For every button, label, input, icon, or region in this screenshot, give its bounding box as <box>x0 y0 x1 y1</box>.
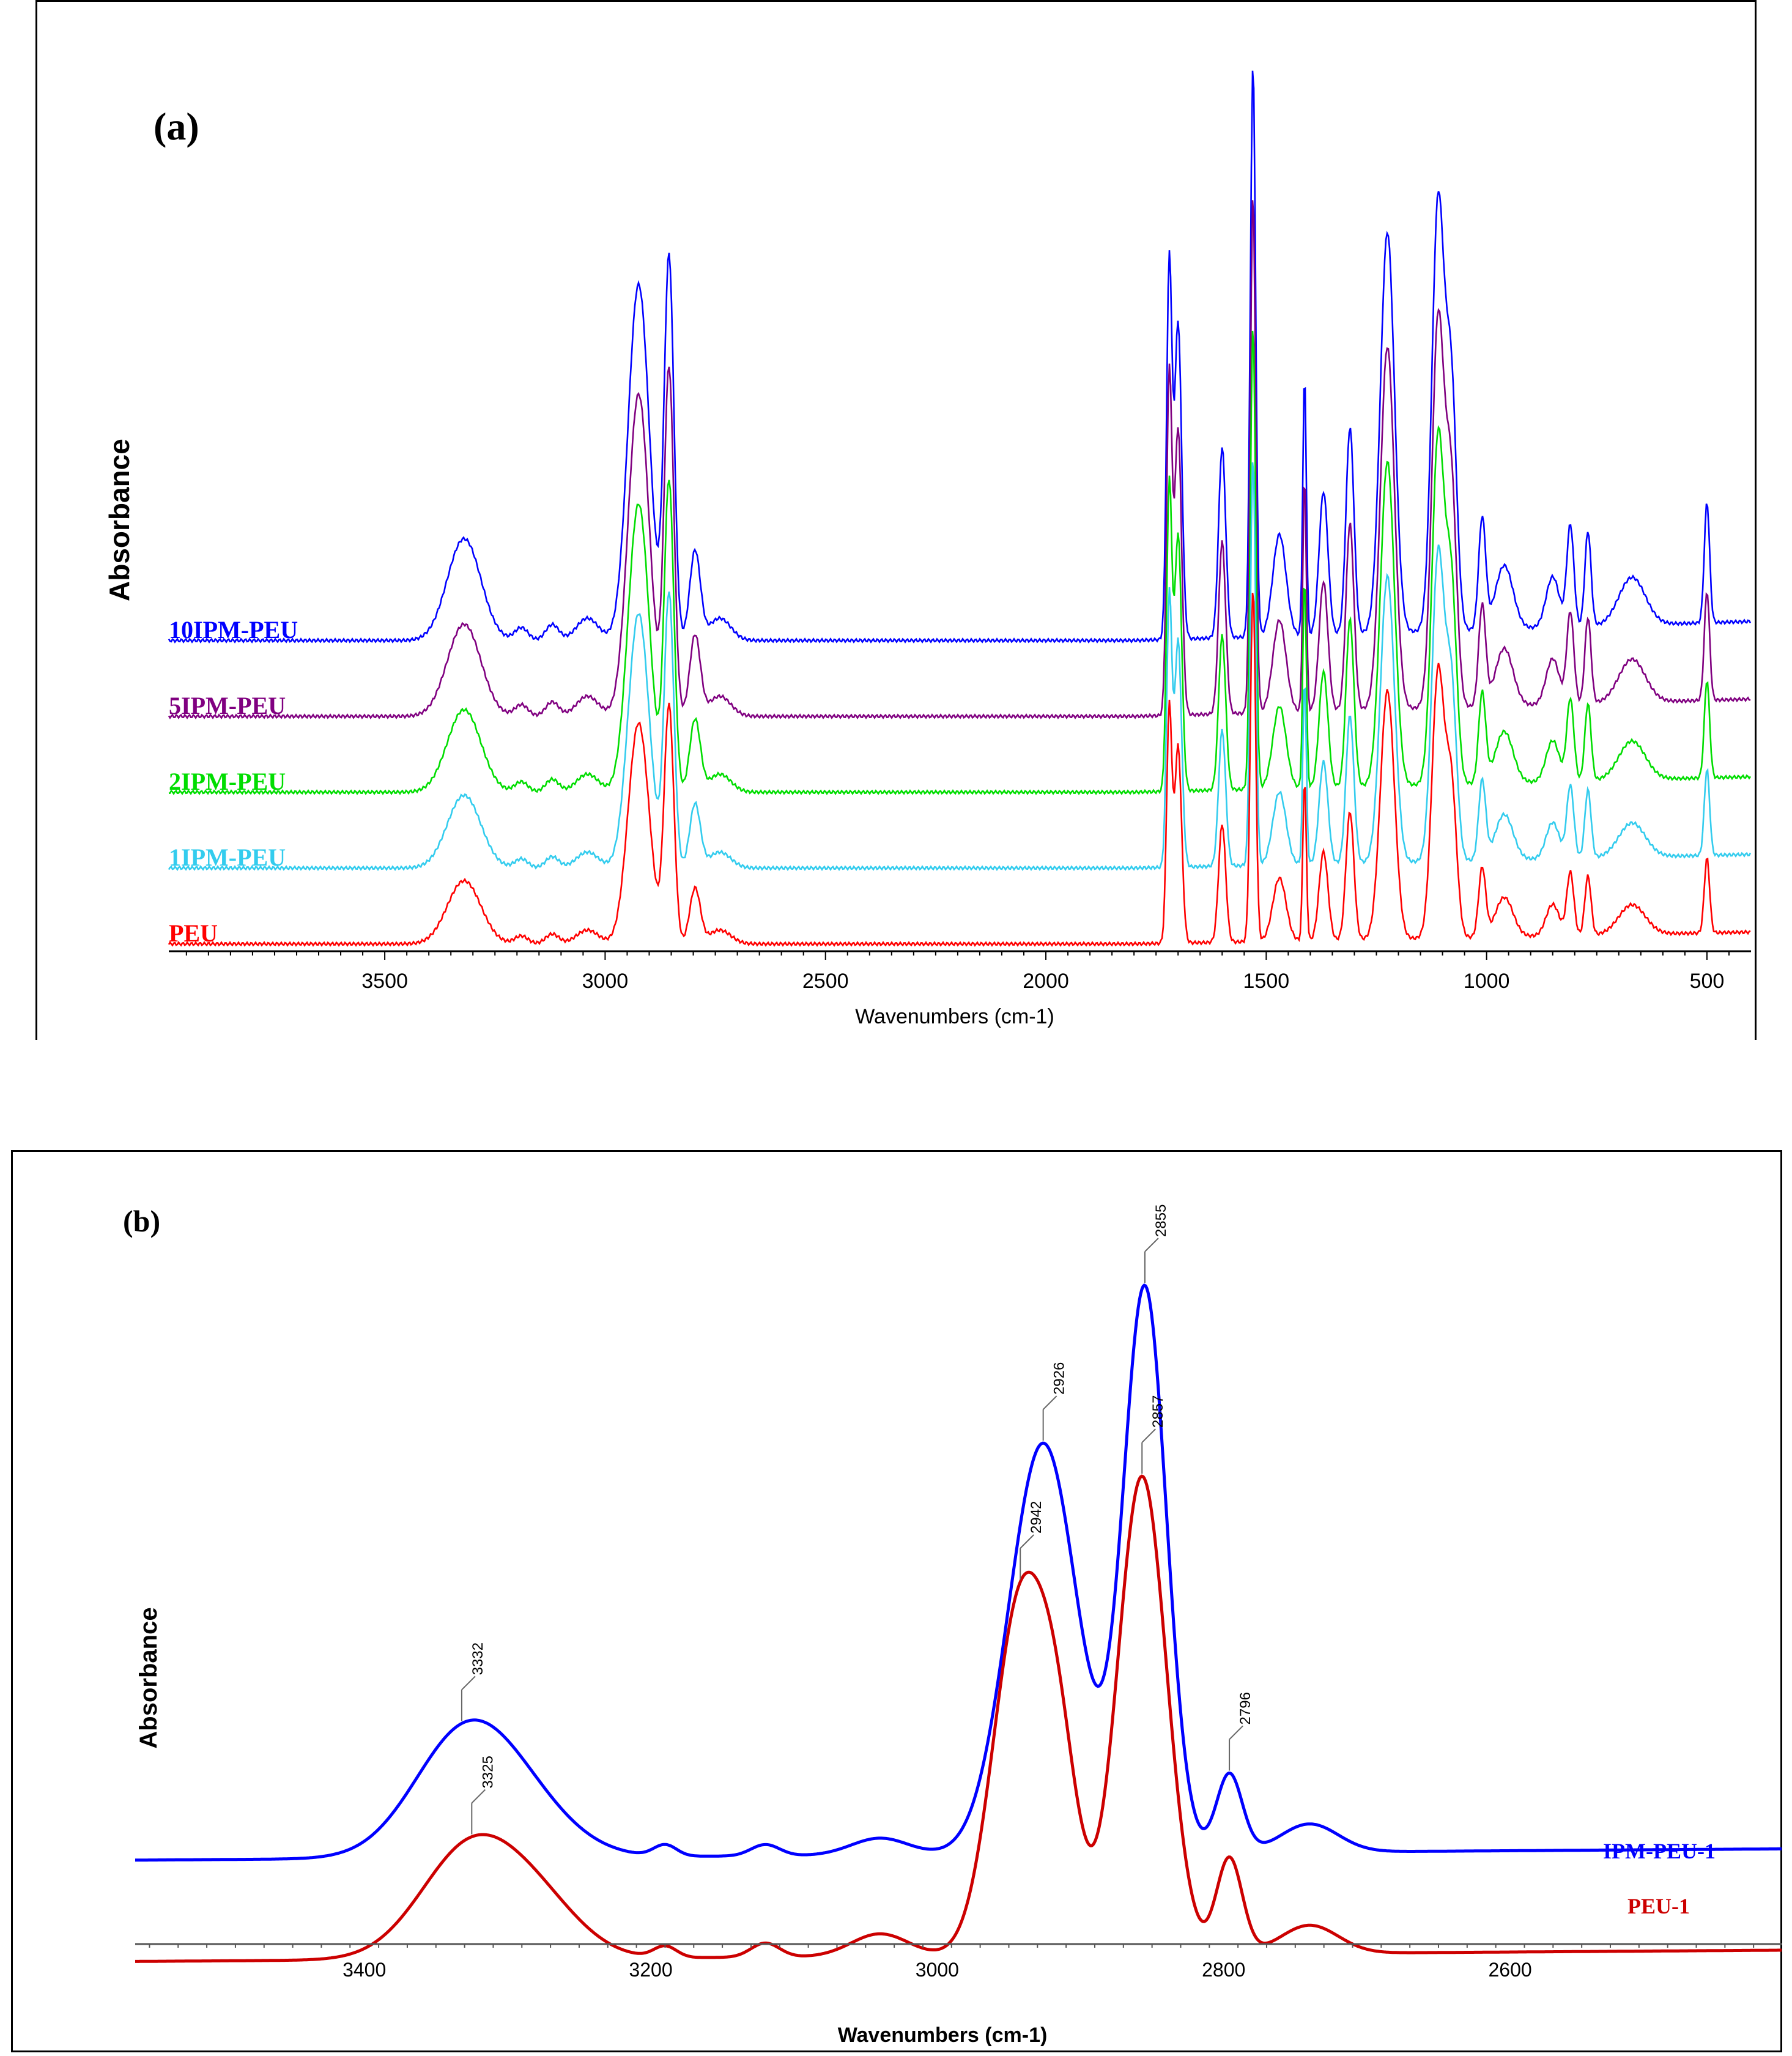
x-tick-label-b: 2600 <box>1488 1959 1531 1981</box>
x-tick-label-a: 3000 <box>582 970 629 993</box>
chart-a: (a) Absorbance Wavenumbers (cm-1) 3500 30… <box>103 70 1752 1028</box>
x-axis-label-b: Wavenumbers (cm-1) <box>838 2024 1048 2047</box>
x-tick-label-b: 2800 <box>1202 1959 1245 1981</box>
annotation-leader <box>1229 1725 1243 1740</box>
series-line-1ipm-peu <box>168 462 1752 871</box>
peak-label: 3325 <box>479 1756 496 1788</box>
peak-label: 2926 <box>1051 1362 1068 1395</box>
x-tick-label-a: 3500 <box>361 970 408 993</box>
panel-b: (b) Absorbance Wavenumbers (cm-1) 3400 32… <box>11 1150 1782 2052</box>
y-axis-label-a: Absorbance <box>103 439 135 601</box>
x-tick-label-a: 1000 <box>1464 970 1510 993</box>
panel-b-label: (b) <box>123 1204 160 1238</box>
peak-label: 2857 <box>1150 1395 1166 1428</box>
series-line-peu <box>168 593 1751 947</box>
legend-label-1ipm-peu: 1IPM-PEU <box>169 844 286 871</box>
series-line-peu-1 <box>135 1474 1782 1963</box>
legend-label-2ipm-peu: 2IPM-PEU <box>169 768 286 795</box>
annotation-leader <box>1141 1428 1156 1443</box>
x-tick-label-b: 3200 <box>629 1959 672 1981</box>
x-axis-label-a: Wavenumbers (cm-1) <box>855 1005 1054 1028</box>
x-tick-label-b: 3400 <box>342 1959 386 1981</box>
legend-label-peu-1: PEU-1 <box>1627 1894 1690 1918</box>
annotation-leader <box>1020 1534 1034 1549</box>
annotation-leader <box>1144 1238 1159 1252</box>
x-tick-label-b: 3000 <box>916 1959 959 1981</box>
series-line-2ipm-peu <box>168 330 1752 795</box>
panel-a-label: (a) <box>154 105 199 148</box>
legend-label-peu: PEU <box>169 919 218 947</box>
series-line-ipm-peu-1 <box>135 1283 1782 1862</box>
series-line-5ipm-peu <box>168 200 1751 719</box>
peak-label: 2796 <box>1237 1692 1254 1724</box>
legend-label-10ipm-peu: 10IPM-PEU <box>169 616 298 644</box>
legend-label-ipm-peu-1: IPM-PEU-1 <box>1603 1839 1716 1863</box>
x-tick-label-a: 500 <box>1690 970 1725 993</box>
peak-label: 2942 <box>1028 1501 1045 1534</box>
legend-label-5ipm-peu: 5IPM-PEU <box>169 692 286 719</box>
peak-label: 2855 <box>1153 1204 1169 1237</box>
annotation-leader <box>471 1789 486 1804</box>
peak-label: 3332 <box>470 1642 486 1675</box>
panel-a: (a) Absorbance Wavenumbers (cm-1) 3500 30… <box>35 0 1757 1040</box>
x-tick-label-a: 1500 <box>1243 970 1290 993</box>
x-tick-label-a: 2500 <box>802 970 849 993</box>
chart-b: (b) Absorbance Wavenumbers (cm-1) 3400 32… <box>123 1204 1782 2047</box>
y-axis-label-b: Absorbance <box>135 1607 162 1748</box>
annotation-leader <box>1042 1395 1057 1410</box>
series-line-10ipm-peu <box>168 70 1752 644</box>
x-tick-label-a: 2000 <box>1023 970 1069 993</box>
annotation-leader <box>461 1676 476 1691</box>
